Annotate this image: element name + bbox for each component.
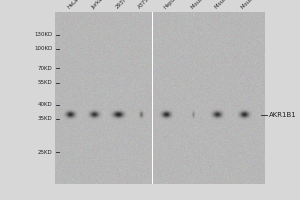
Text: Mouse heart: Mouse heart: [214, 0, 241, 10]
Text: 100KD: 100KD: [34, 46, 52, 51]
Text: HeLa: HeLa: [67, 0, 80, 10]
Text: 40KD: 40KD: [38, 102, 52, 108]
Text: AKR1B1: AKR1B1: [268, 112, 296, 118]
Text: 293T: 293T: [115, 0, 128, 10]
Text: A375: A375: [137, 0, 151, 10]
Text: Jurkat: Jurkat: [91, 0, 106, 10]
Text: HepG2: HepG2: [163, 0, 179, 10]
Text: 25KD: 25KD: [38, 150, 52, 154]
Text: 70KD: 70KD: [38, 66, 52, 71]
Text: Mouse eye: Mouse eye: [190, 0, 214, 10]
Text: 35KD: 35KD: [38, 116, 52, 121]
Text: Mouse gastrocnemius: Mouse gastrocnemius: [241, 0, 285, 10]
Text: 55KD: 55KD: [38, 80, 52, 86]
Text: 130KD: 130KD: [34, 32, 52, 38]
